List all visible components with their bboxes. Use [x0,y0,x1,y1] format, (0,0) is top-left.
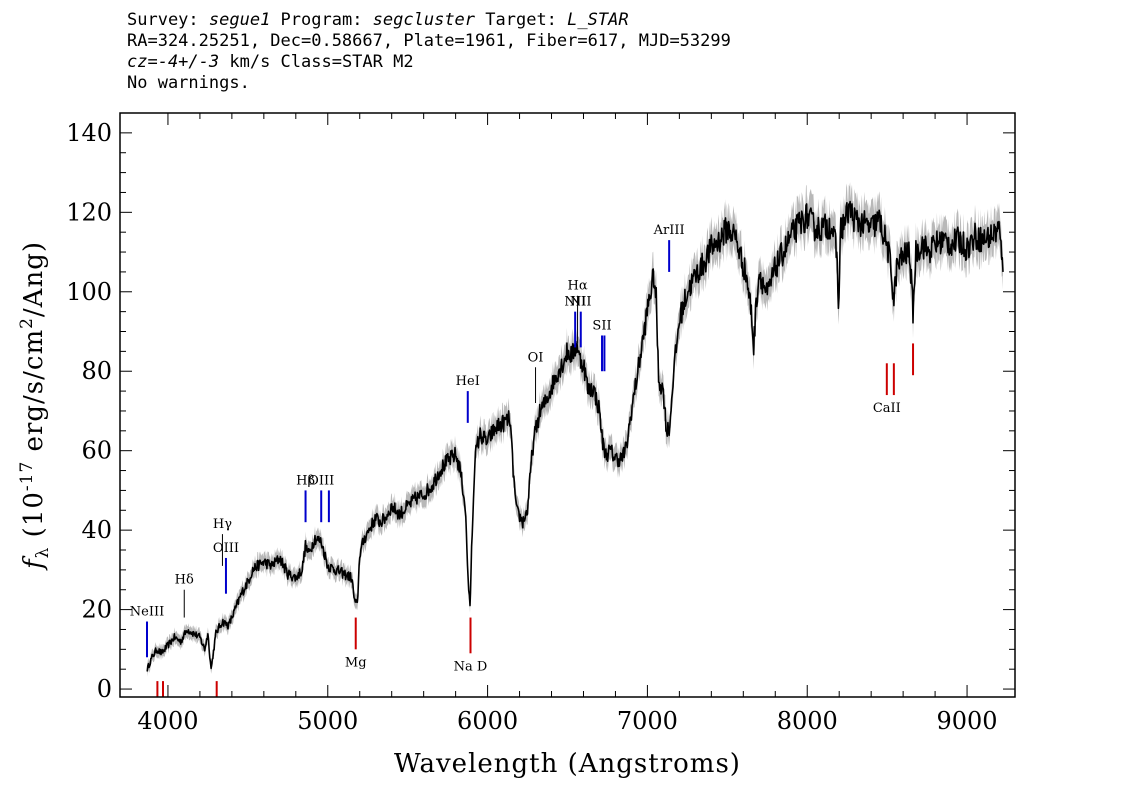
program-label: Program: [270,10,373,30]
line-marker-label: Hγ [213,517,232,532]
y-axis-title: fλ (10-17 erg/s/cm2/Ang) [17,241,53,571]
header-line-redshift: cz=-4+/-3 km/s Class=STAR M2 [127,52,731,73]
target-label: Target: [475,10,568,30]
axes-layer: 4000 5000 6000 7000 8000 9000 0 20 40 60 80 100 120 1… [66,112,1016,735]
line-marker-label: OIII [213,541,239,556]
y-tick-label: 40 [81,516,112,544]
line-marker-label: OI [528,350,544,365]
x-tick-label: 6000 [457,707,518,735]
y-tick-label: 140 [66,119,112,147]
header-line-survey: Survey: segue1 Program: segcluster Targe… [127,10,731,31]
plot-frame [119,112,1016,698]
line-marker-label: ArIII [653,223,685,238]
line-marker-label: Na D [454,659,488,674]
survey-value: segue1 [208,10,271,30]
line-marker-label: Hβ [296,473,315,488]
y-tick-label: 120 [66,198,112,226]
y-tick-label: 60 [81,437,112,465]
redshift-value: cz=-4+/-3 [127,52,220,72]
header-line-warnings: No warnings. [127,73,250,93]
y-axis-title-part: 2 [17,317,37,329]
x-axis-title: Wavelength (Angstroms) [394,749,741,779]
error-band-layer [147,182,1003,677]
y-tick-label: 100 [66,278,112,306]
y-axis-title-part: -17 [17,461,37,491]
line-marker-label: NII [570,295,592,310]
class-value: km/s Class=STAR M2 [219,52,414,72]
y-tick-label: 20 [81,596,112,624]
line-marker-label: Mg [345,655,367,670]
y-axis-title-part: /Ang) [19,241,49,317]
spectrum-header: Survey: segue1 Program: segcluster Targe… [127,10,731,94]
line-marker-label: SII [592,318,611,333]
line-marker-label: CaII [873,401,901,416]
target-value: L_STAR [567,10,629,30]
x-tick-label: 7000 [617,707,678,735]
x-tick-label: 4000 [137,707,198,735]
flux-series-line [146,200,1004,672]
flux-error-band [147,182,1003,677]
survey-label: Survey: [127,10,209,30]
line-marker-label: Hα [568,279,588,294]
y-axis-title-part: f [19,555,49,571]
x-tick-label: 8000 [777,707,838,735]
y-axis-title-part: erg/s/cm [19,329,49,461]
program-value: segcluster [372,10,476,30]
y-tick-label: 0 [97,675,112,703]
line-marker-label: Hδ [175,573,194,588]
x-tick-label: 9000 [937,707,998,735]
line-marker-label: HeI [456,374,480,389]
x-tick-label: 5000 [297,707,358,735]
line-marker-layer: NeIIIHδHγOIIIHβOIIIHeIOINIIHαNIISIIArIII… [130,223,915,697]
y-axis-title-part: (10 [19,491,49,547]
y-axis-title-part: λ [33,547,53,559]
line-marker-label: NII [564,295,586,310]
header-line-coordinates: RA=324.25251, Dec=0.58667, Plate=1961, F… [127,31,731,51]
line-marker-label: NeIII [130,605,164,620]
line-marker-label: OIII [308,473,334,488]
y-tick-label: 80 [81,357,112,385]
flux-series-layer [146,200,1004,672]
